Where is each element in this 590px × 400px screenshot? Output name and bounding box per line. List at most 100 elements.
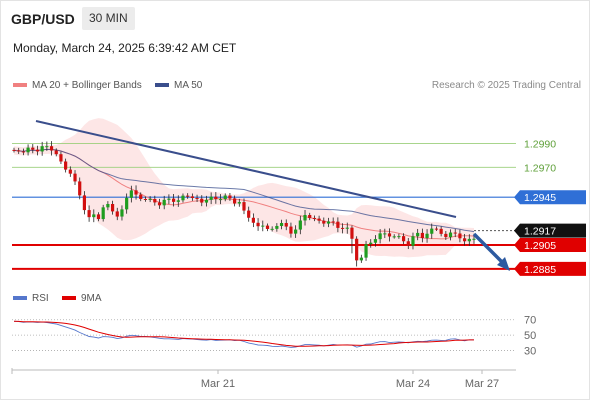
legend-rsi-ma: 9MA bbox=[62, 293, 102, 304]
candle bbox=[181, 193, 185, 203]
candle bbox=[148, 196, 152, 203]
candle-body bbox=[162, 199, 166, 206]
candle bbox=[345, 222, 349, 234]
candle-body bbox=[17, 150, 21, 152]
level-tag-2: 1.2945 bbox=[514, 190, 586, 205]
candle bbox=[359, 254, 363, 263]
candle-body bbox=[54, 150, 58, 155]
candle bbox=[242, 198, 246, 215]
candle bbox=[233, 195, 237, 207]
candle bbox=[378, 229, 382, 244]
candle-body bbox=[336, 221, 340, 228]
candle-body bbox=[26, 147, 30, 153]
candle-body bbox=[453, 232, 457, 234]
candle-body bbox=[322, 220, 326, 224]
candle bbox=[106, 201, 110, 211]
candle-body bbox=[289, 226, 293, 234]
candle-body bbox=[251, 217, 255, 223]
candle bbox=[115, 207, 119, 221]
candle bbox=[350, 225, 354, 254]
candle-body bbox=[317, 218, 321, 221]
candle-body bbox=[397, 236, 401, 238]
resistance-trendline bbox=[35, 120, 457, 218]
candle bbox=[392, 234, 396, 239]
candle-body bbox=[472, 238, 476, 240]
x-tick-label-0: Mar 21 bbox=[201, 378, 235, 390]
ma50-swatch bbox=[155, 83, 169, 88]
legend-ma50: MA 50 bbox=[155, 80, 202, 91]
candle bbox=[162, 195, 166, 210]
candle bbox=[176, 195, 180, 207]
candle bbox=[35, 145, 40, 156]
candle-body bbox=[110, 204, 115, 212]
candle-body bbox=[294, 229, 298, 234]
candle-body bbox=[31, 147, 35, 150]
x-tick-label-1: Mar 24 bbox=[396, 378, 430, 390]
candle bbox=[289, 222, 293, 238]
rsi-tick-50: 50 bbox=[524, 330, 536, 342]
candle-body bbox=[261, 225, 265, 227]
candle-body bbox=[40, 146, 44, 152]
candle bbox=[284, 219, 288, 231]
candle-body bbox=[434, 228, 439, 230]
candle-body bbox=[355, 238, 359, 261]
candle-body bbox=[106, 204, 110, 208]
legend-rsi: RSI bbox=[13, 293, 49, 304]
candle-body bbox=[256, 222, 260, 227]
candle bbox=[420, 228, 424, 243]
candle-body bbox=[214, 196, 218, 200]
candle bbox=[40, 141, 44, 156]
candle bbox=[298, 215, 302, 235]
candle-body bbox=[125, 197, 129, 210]
candle-body bbox=[120, 209, 124, 217]
candle bbox=[218, 194, 223, 205]
candle bbox=[251, 213, 255, 228]
candle bbox=[125, 193, 129, 214]
level-tag-bg bbox=[514, 223, 586, 238]
candle-body bbox=[218, 199, 223, 201]
candle bbox=[312, 215, 317, 222]
candle-body bbox=[298, 220, 302, 230]
candle-body bbox=[204, 199, 209, 203]
candle-body bbox=[21, 151, 25, 153]
candle bbox=[458, 229, 462, 243]
candle bbox=[195, 194, 199, 202]
rsi-legend-label: RSI bbox=[32, 293, 49, 304]
candle-body bbox=[340, 227, 345, 229]
candle bbox=[294, 225, 298, 238]
rsi-swatch bbox=[13, 296, 27, 301]
candle-body bbox=[430, 228, 434, 234]
candle-body bbox=[312, 217, 317, 219]
candle-body bbox=[101, 207, 105, 220]
candle bbox=[134, 185, 138, 200]
candle-body bbox=[359, 257, 363, 261]
candle bbox=[270, 226, 274, 232]
candle-body bbox=[68, 169, 72, 174]
ma20-legend-label: MA 20 + Bollinger Bands bbox=[32, 80, 142, 91]
candle-body bbox=[64, 161, 68, 170]
candle bbox=[45, 141, 49, 151]
level-tag-4: 1.2905 bbox=[514, 237, 586, 252]
level-tag-label: 1.2905 bbox=[524, 240, 556, 252]
candle bbox=[139, 192, 143, 202]
candle-body bbox=[326, 221, 331, 224]
candle-body bbox=[115, 211, 119, 217]
candle bbox=[54, 148, 58, 157]
candle-body bbox=[195, 198, 199, 200]
candle bbox=[247, 206, 251, 222]
candle-body bbox=[392, 236, 396, 238]
candle bbox=[204, 195, 209, 207]
rsi-tick-70: 70 bbox=[524, 315, 536, 327]
candle bbox=[171, 193, 176, 207]
candle-body bbox=[176, 200, 180, 202]
candle bbox=[463, 233, 467, 246]
candle-body bbox=[303, 214, 307, 221]
candle bbox=[317, 215, 321, 224]
candle-body bbox=[49, 146, 54, 151]
candle bbox=[411, 232, 415, 250]
level-tag-3: 1.2917 bbox=[514, 223, 586, 238]
timeframe-badge[interactable]: 30 MIN bbox=[82, 7, 135, 30]
legend-ma20: MA 20 + Bollinger Bands bbox=[13, 80, 142, 91]
candle-body bbox=[387, 233, 392, 237]
